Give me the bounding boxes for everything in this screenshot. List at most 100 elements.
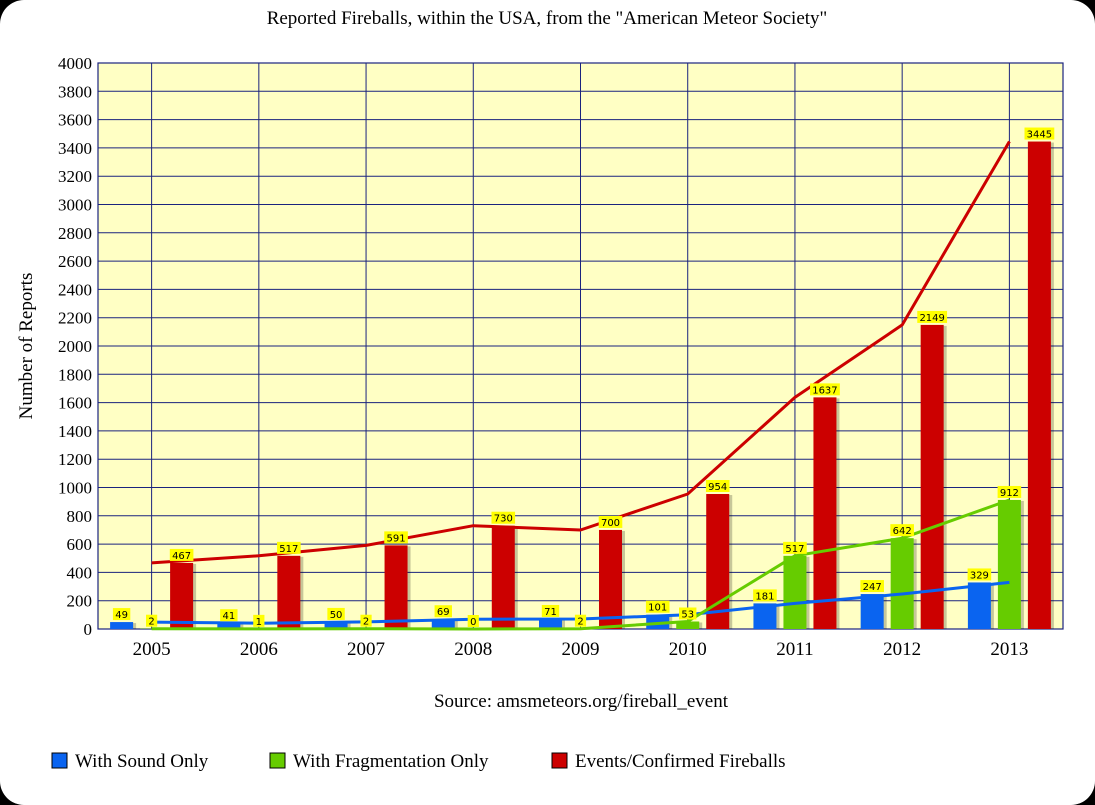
data-label-bg <box>146 614 158 627</box>
y-tick-label: 0 <box>84 620 93 639</box>
data-label: 517 <box>785 544 804 555</box>
data-label: 2 <box>363 617 369 628</box>
data-label-bg <box>679 607 697 620</box>
bar-sound <box>324 621 348 629</box>
bar-confirmed <box>277 555 301 629</box>
data-labels: 49 41 50 69 71 101 181 247 329 2 1 2 0 2 53 517 642 912 46… <box>112 127 1055 628</box>
bar-sound <box>753 603 777 629</box>
bar-fragmentation <box>783 555 807 629</box>
data-label: 2 <box>577 617 583 628</box>
y-tick-label: 200 <box>67 592 93 611</box>
bar-confirmed <box>1027 141 1051 629</box>
data-label-bg <box>917 310 948 323</box>
y-tick-label: 3600 <box>58 111 92 130</box>
legend-swatch-confirmed <box>551 752 568 769</box>
data-label: 912 <box>1000 488 1019 499</box>
y-axis-ticks: 0 200 400 600 800 1000 1200 1400 1600 1800 2000 220… <box>58 54 92 639</box>
data-label: 181 <box>755 591 774 602</box>
y-tick-label: 3000 <box>58 196 92 215</box>
legend-label-fragmentation: With Fragmentation Only <box>293 751 489 772</box>
bar-sound <box>110 622 134 629</box>
y-tick-label: 1000 <box>58 479 92 498</box>
data-label-bg <box>327 607 345 620</box>
y-tick-label: 4000 <box>58 54 92 73</box>
data-label-bg <box>783 541 807 554</box>
y-tick-label: 1800 <box>58 365 92 384</box>
data-label-bg <box>574 614 587 627</box>
bar-sound <box>860 594 884 629</box>
data-label-bg <box>112 608 131 621</box>
y-tick-label: 2200 <box>58 309 92 328</box>
y-tick-label: 1400 <box>58 422 92 441</box>
data-label-bg <box>491 511 516 524</box>
bar-confirmed <box>599 529 622 629</box>
data-label-bg <box>1024 127 1055 140</box>
data-label-bg <box>645 600 670 613</box>
data-label-bg <box>997 485 1022 498</box>
data-label: 3445 <box>1027 130 1052 141</box>
legend-swatch-sound <box>51 752 68 769</box>
y-tick-label: 3200 <box>58 167 92 186</box>
y-tick-label: 2000 <box>58 337 92 356</box>
bar-fragmentation <box>997 499 1021 629</box>
data-label: 53 <box>681 610 694 621</box>
data-label-bg <box>541 604 560 617</box>
data-label-bg <box>705 480 730 493</box>
data-label: 642 <box>893 526 912 537</box>
x-tick-label: 2013 <box>990 639 1028 660</box>
x-tick-label: 2012 <box>883 639 921 660</box>
grid-lines <box>98 62 1063 630</box>
bar-sound <box>967 582 991 629</box>
data-label: 467 <box>172 551 191 562</box>
legend-label-confirmed: Events/Confirmed Fireballs <box>575 751 786 772</box>
data-label-bg <box>860 580 884 593</box>
bar-fragmentation <box>890 538 914 629</box>
bar-confirmed <box>491 525 515 629</box>
bar-confirmed <box>384 545 408 629</box>
y-tick-label: 2800 <box>58 224 92 243</box>
x-axis-ticks: 2005 2006 2007 2008 2009 2010 2011 2012 2013 <box>133 639 1029 660</box>
bars <box>110 141 1054 629</box>
data-label-bg <box>384 531 408 544</box>
x-tick-label: 2006 <box>240 639 278 660</box>
data-label-bg <box>169 548 194 561</box>
chart-title: Reported Fireballs, within the USA, from… <box>267 8 828 29</box>
y-tick-label: 1600 <box>58 394 92 413</box>
data-label: 71 <box>544 607 557 618</box>
bar-sound <box>217 623 241 629</box>
data-label-bg <box>810 383 840 396</box>
data-label: 2 <box>148 617 154 628</box>
data-label: 517 <box>279 544 298 555</box>
x-tick-label: 2007 <box>347 639 385 660</box>
bar-sound <box>539 618 562 629</box>
bar-confirmed <box>170 562 194 629</box>
data-label: 591 <box>387 533 406 544</box>
data-label: 50 <box>330 610 343 621</box>
y-tick-label: 800 <box>67 507 93 526</box>
data-label: 49 <box>115 610 128 621</box>
data-label: 2149 <box>919 313 944 324</box>
bar-sound <box>431 619 455 629</box>
data-label: 101 <box>648 603 667 614</box>
legend: With Sound Only With Fragmentation Only Ev… <box>51 751 786 772</box>
y-tick-label: 400 <box>67 563 93 582</box>
data-label: 41 <box>222 611 235 622</box>
data-label-bg <box>253 614 265 627</box>
bar-fragmentation <box>676 621 700 629</box>
data-label: 0 <box>470 617 476 628</box>
data-label: 69 <box>437 607 450 618</box>
y-tick-label: 3800 <box>58 82 92 101</box>
source-note: Source: amsmeteors.org/fireball_event <box>434 691 729 712</box>
y-tick-label: 3400 <box>58 139 92 158</box>
legend-label-sound: With Sound Only <box>75 751 209 772</box>
x-tick-label: 2011 <box>776 639 813 660</box>
x-tick-label: 2008 <box>454 639 492 660</box>
y-tick-label: 2600 <box>58 252 92 271</box>
bar-confirmed <box>706 494 730 629</box>
x-tick-label: 2005 <box>133 639 171 660</box>
legend-swatch-fragmentation <box>269 752 286 769</box>
bar-confirmed <box>813 397 837 629</box>
y-axis-label: Number of Reports <box>16 273 37 420</box>
